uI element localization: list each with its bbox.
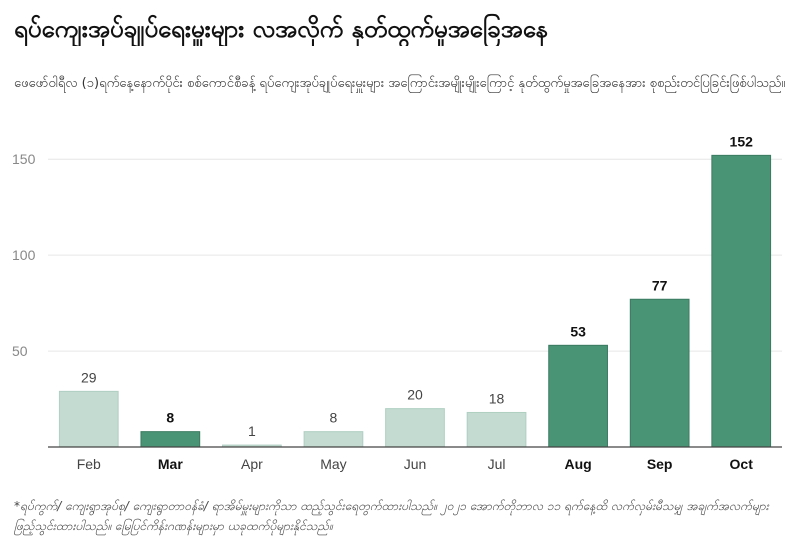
bar-mar (140, 431, 201, 448)
y-tick-label: 100 (12, 247, 36, 263)
data-label: 18 (489, 390, 505, 406)
y-tick-label: 150 (12, 151, 36, 167)
bar-aug (548, 344, 608, 448)
bar-may (303, 431, 364, 448)
data-label: 53 (570, 323, 586, 339)
data-label: 77 (652, 277, 668, 293)
data-label: 152 (730, 133, 754, 149)
bar-jul (466, 411, 527, 448)
x-tick-label: Jun (404, 456, 427, 472)
x-tick-label: Oct (730, 456, 754, 472)
chart-title: ရပ်ကျေးအုပ်ချုပ်ရေးမှူးများ လအလိုက် နုတ်… (14, 15, 549, 43)
x-tick-label: Apr (241, 456, 263, 472)
data-label: 29 (81, 369, 97, 385)
bar-oct (711, 154, 772, 448)
x-tick-label: Mar (158, 456, 183, 472)
x-tick-label: Jul (488, 456, 506, 472)
bar-chart-svg: 50 100 150 29 Feb 8 Mar 1 Apr 8 May 20 Jun 18 Jul 53 Aug… (12, 133, 782, 472)
data-label: 20 (407, 387, 423, 403)
data-label: 1 (248, 423, 256, 439)
x-tick-label: Aug (565, 456, 592, 472)
y-tick-label: 50 (12, 343, 28, 359)
bar-jun (385, 408, 445, 448)
bar-sep (629, 298, 690, 448)
chart-footnote: *ရပ်ကွက်/ ကျေးရွာအုပ်စု/ ကျေးရွာတာဝန်ခံ/… (14, 499, 769, 533)
x-tick-label: Feb (77, 456, 101, 472)
x-tick-label: May (320, 456, 346, 472)
bar-feb (58, 390, 119, 448)
chart-subtitle: ဖေဖော်ဝါရီလ (၁)ရက်နေ့နောက်ပိုင်း စစ်ကောင… (14, 76, 786, 91)
data-label: 8 (330, 410, 338, 426)
x-tick-label: Sep (647, 456, 673, 472)
data-label: 8 (166, 410, 174, 426)
bar-chart: 50 100 150 29 Feb 8 Mar 1 Apr 8 May 20 Jun 18 Jul 53 Aug… (0, 130, 800, 475)
